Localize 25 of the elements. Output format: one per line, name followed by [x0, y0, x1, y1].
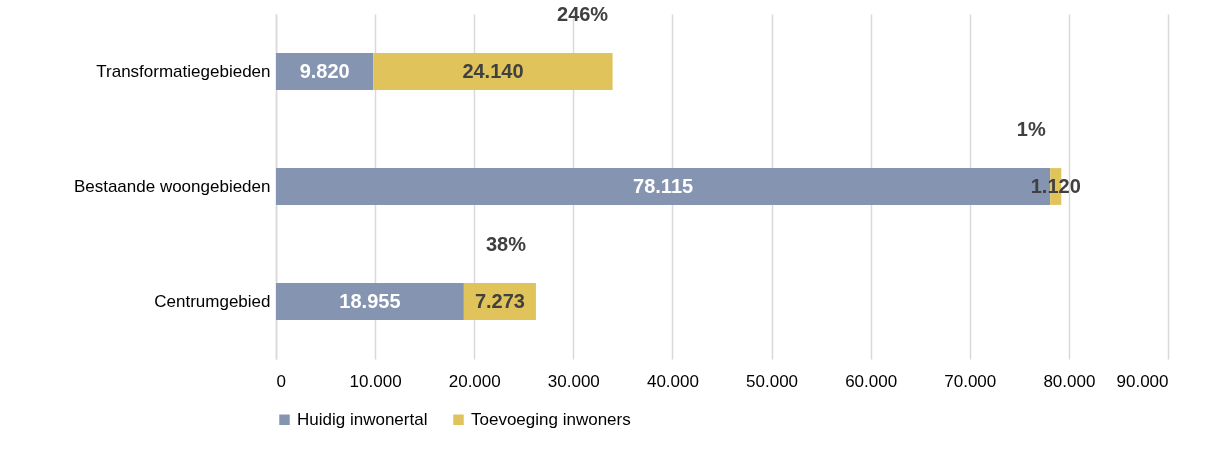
x-tick-label: 30.000 — [547, 371, 600, 391]
legend-label: Huidig inwonertal — [297, 409, 428, 429]
x-tick-label: 0 — [276, 371, 286, 391]
x-tick-label: 40.000 — [646, 371, 699, 391]
y-tick-label: Transformatiegebieden — [96, 61, 271, 81]
data-label: 9.820 — [299, 59, 350, 82]
data-label: 18.955 — [339, 289, 401, 312]
x-tick-label: 50.000 — [746, 371, 799, 391]
data-label: 24.140 — [462, 59, 524, 82]
annotation: 246% — [557, 2, 609, 25]
x-tick-label: 10.000 — [349, 371, 402, 391]
data-label: 78.115 — [633, 174, 694, 197]
x-tick-label: 70.000 — [944, 371, 997, 391]
y-tick-label: Bestaande woongebieden — [73, 176, 271, 196]
annotation: 1% — [1016, 117, 1046, 140]
legend-label: Toevoeging inwoners — [471, 409, 631, 429]
x-tick-label: 60.000 — [845, 371, 898, 391]
data-label: 7.273 — [474, 289, 525, 312]
annotation: 38% — [485, 232, 527, 255]
bar — [276, 283, 464, 320]
bar — [373, 53, 613, 90]
y-tick-label: Centrumgebied — [154, 291, 271, 311]
x-tick-label: 80.000 — [1043, 371, 1096, 391]
x-tick-label: 90.000 — [1116, 371, 1169, 391]
x-tick-label: 20.000 — [448, 371, 501, 391]
